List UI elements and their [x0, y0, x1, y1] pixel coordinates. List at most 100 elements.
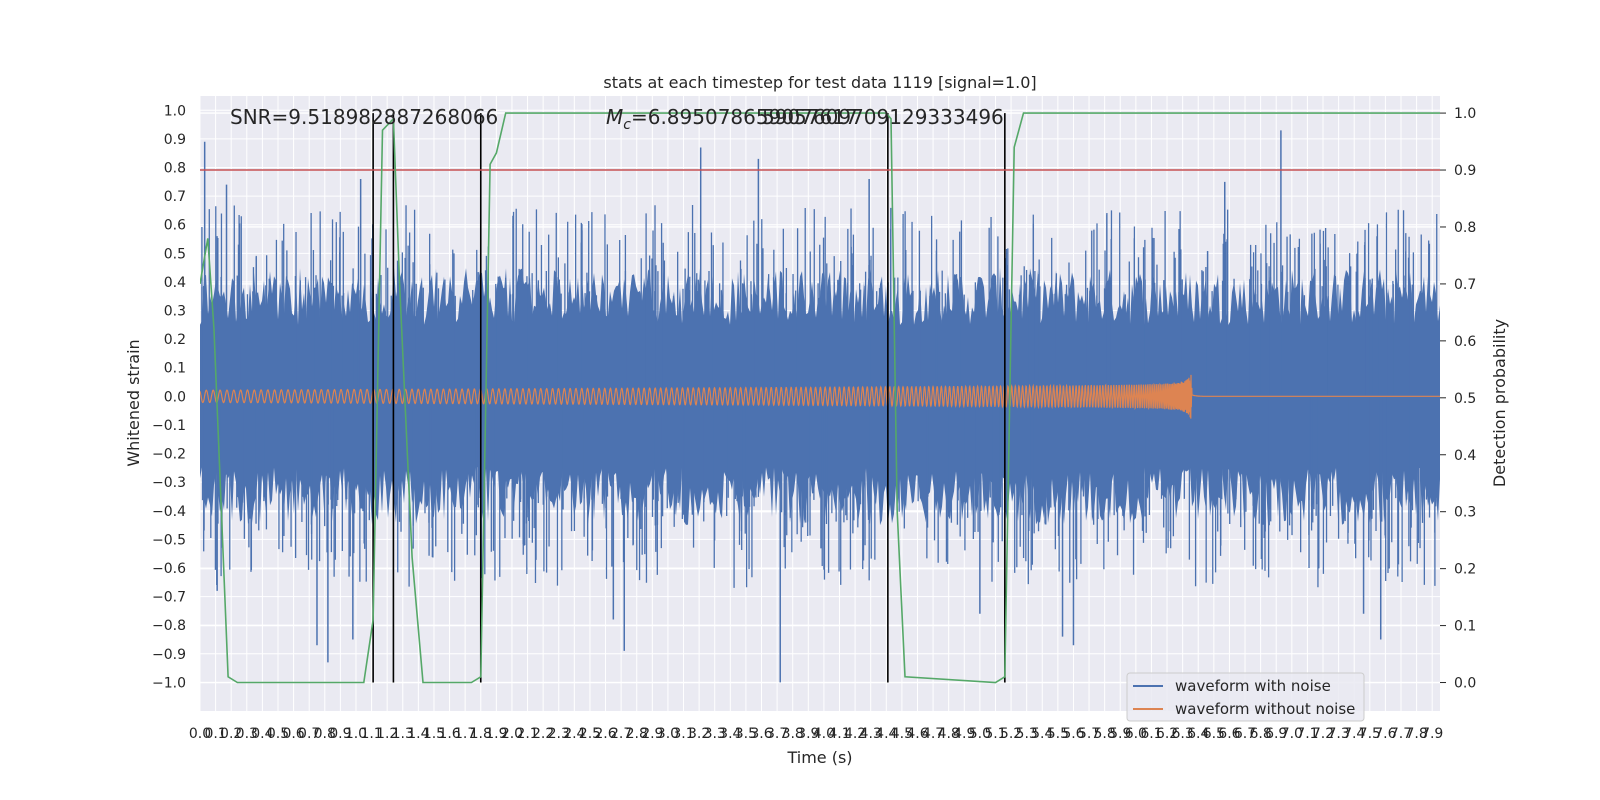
x-tick-label-72: 7.2 [1312, 726, 1334, 742]
x-tick-label-43: 4.3 [860, 726, 882, 742]
y-right-tick-label-9: 0.1 [1454, 619, 1476, 635]
x-tick-label-2: 0.2 [220, 726, 242, 742]
x-tick-label-26: 2.6 [594, 726, 616, 742]
x-tick-label-31: 3.1 [672, 726, 694, 742]
x-tick-label-38: 3.8 [782, 726, 804, 742]
y-tick-label-5: 0.5 [164, 246, 186, 262]
x-tick-label-71: 7.1 [1296, 726, 1318, 742]
x-tick-label-14: 1.4 [407, 726, 429, 742]
x-tick-label-0: 0.0 [189, 726, 211, 742]
x-tick-label-23: 2.3 [548, 726, 570, 742]
chart-title: stats at each timestep for test data 111… [603, 73, 1036, 92]
y-tick-label-2: 0.8 [164, 161, 186, 177]
x-tick-label-29: 2.9 [641, 726, 663, 742]
x-tick-label-36: 3.6 [750, 726, 772, 742]
x-tick-label-11: 1.1 [360, 726, 382, 742]
mc-overlap-annotation: 5907609709129333496 [762, 105, 1004, 129]
x-tick-label-46: 4.6 [906, 726, 928, 742]
clean-waveform-line [200, 374, 1440, 419]
x-tick-label-52: 5.2 [1000, 726, 1022, 742]
x-tick-label-40: 4.0 [813, 726, 835, 742]
noise-waveform-core [200, 267, 1440, 526]
x-tick-label-73: 7.3 [1327, 726, 1349, 742]
x-tick-label-10: 1.0 [345, 726, 367, 742]
y-right-tick-label-7: 0.3 [1454, 505, 1476, 521]
mc-symbol: M [606, 105, 623, 129]
x-tick-label-79: 7.9 [1421, 726, 1443, 742]
y-tick-label-11: −0.1 [152, 418, 186, 434]
x-tick-label-16: 1.6 [438, 726, 460, 742]
y-tick-label-19: −0.9 [152, 647, 186, 663]
x-tick-label-4: 0.4 [251, 726, 273, 742]
x-tick-label-54: 5.4 [1031, 726, 1053, 742]
x-axis-label: Time (s) [786, 748, 852, 767]
y-right-tick-label-4: 0.6 [1454, 334, 1476, 350]
x-tick-label-5: 0.5 [267, 726, 289, 742]
x-tick-label-58: 5.8 [1094, 726, 1116, 742]
y-right-tick-label-0: 1.0 [1454, 106, 1476, 122]
x-tick-label-42: 4.2 [844, 726, 866, 742]
x-tick-label-55: 5.5 [1047, 726, 1069, 742]
y-tick-label-4: 0.6 [164, 218, 186, 234]
x-tick-label-9: 0.9 [329, 726, 351, 742]
x-tick-label-76: 7.6 [1374, 726, 1396, 742]
y-tick-label-20: −1.0 [152, 675, 186, 691]
x-tick-label-21: 2.1 [516, 726, 538, 742]
x-tick-label-59: 5.9 [1109, 726, 1131, 742]
legend: waveform with noise waveform without noi… [1126, 672, 1365, 722]
x-tick-label-20: 2.0 [501, 726, 523, 742]
x-tick-label-19: 1.9 [485, 726, 507, 742]
x-tick-label-67: 6.7 [1234, 726, 1256, 742]
x-tick-label-66: 6.6 [1218, 726, 1240, 742]
x-axis: 0.00.10.20.30.40.50.60.70.80.91.01.11.21… [189, 726, 1443, 742]
x-tick-label-53: 5.3 [1016, 726, 1038, 742]
x-tick-label-48: 4.8 [938, 726, 960, 742]
x-tick-label-70: 7.0 [1281, 726, 1303, 742]
y-right-tick-label-3: 0.7 [1454, 277, 1476, 293]
y-tick-label-12: −0.2 [152, 447, 186, 463]
x-tick-label-22: 2.2 [532, 726, 554, 742]
x-tick-label-44: 4.4 [875, 726, 897, 742]
x-tick-label-7: 0.7 [298, 726, 320, 742]
x-tick-label-13: 1.3 [392, 726, 414, 742]
x-tick-label-69: 6.9 [1265, 726, 1287, 742]
x-tick-label-6: 0.6 [282, 726, 304, 742]
y-axis-label: Whitened strain [124, 339, 143, 466]
y-tick-label-0: 1.0 [164, 103, 186, 119]
y-axis-right-label: Detection probability [1490, 319, 1509, 487]
y-axis-left: 1.0 0.9 0.8 0.7 0.6 0.5 0.4 0.3 0.2 0.1 0.0 −0.1 −0.… [152, 103, 186, 691]
x-tick-label-12: 1.2 [376, 726, 398, 742]
x-tick-label-24: 2.4 [563, 726, 585, 742]
x-tick-label-34: 3.4 [719, 726, 741, 742]
y-right-tick-label-8: 0.2 [1454, 562, 1476, 578]
x-tick-label-8: 0.8 [314, 726, 336, 742]
x-tick-label-77: 7.7 [1390, 726, 1412, 742]
y-tick-label-14: −0.4 [152, 504, 186, 520]
x-tick-label-18: 1.8 [470, 726, 492, 742]
x-tick-label-41: 4.1 [828, 726, 850, 742]
x-tick-label-17: 1.7 [454, 726, 476, 742]
x-tick-label-62: 6.2 [1156, 726, 1178, 742]
x-tick-label-47: 4.7 [922, 726, 944, 742]
y-tick-label-9: 0.1 [164, 361, 186, 377]
x-tick-label-3: 0.3 [236, 726, 258, 742]
x-tick-label-32: 3.2 [688, 726, 710, 742]
y-tick-label-16: −0.6 [152, 561, 186, 577]
x-tick-label-68: 6.8 [1249, 726, 1271, 742]
x-tick-label-50: 5.0 [969, 726, 991, 742]
x-tick-label-25: 2.5 [579, 726, 601, 742]
x-tick-label-49: 4.9 [953, 726, 975, 742]
snr-annotation: SNR=9.518982887268066 [230, 105, 498, 129]
y-right-tick-label-5: 0.5 [1454, 391, 1476, 407]
x-tick-label-64: 6.4 [1187, 726, 1209, 742]
y-right-tick-label-1: 0.9 [1454, 163, 1476, 179]
y-tick-label-17: −0.7 [152, 590, 186, 606]
x-tick-label-37: 3.7 [766, 726, 788, 742]
x-tick-label-35: 3.5 [735, 726, 757, 742]
x-tick-label-65: 6.5 [1203, 726, 1225, 742]
x-tick-label-27: 2.7 [610, 726, 632, 742]
y-tick-label-7: 0.3 [164, 304, 186, 320]
y-right-tick-label-10: 0.0 [1454, 676, 1476, 692]
y-tick-label-15: −0.5 [152, 532, 186, 548]
legend-clean-label: waveform without noise [1175, 700, 1355, 718]
